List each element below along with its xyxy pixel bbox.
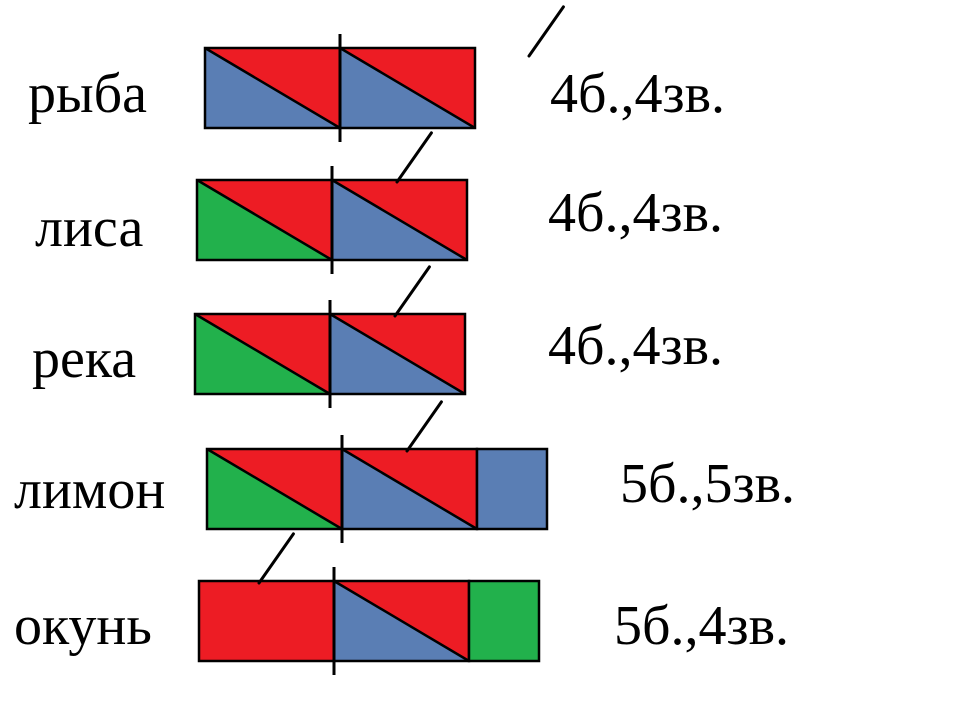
count-ryba: 4б.,4зв.	[550, 62, 725, 126]
cell-limon-2	[477, 449, 547, 529]
word-lisa: лиса	[35, 196, 143, 260]
stress-mark-limon	[407, 402, 441, 451]
stress-mark-ryba	[529, 7, 563, 56]
count-lisa: 4б.,4зв.	[548, 181, 723, 245]
word-ryba: рыба	[28, 62, 147, 126]
cell-okun-0	[199, 581, 334, 661]
scheme-svg-okun	[149, 531, 589, 711]
page-root: рыба 4б.,4зв. лиса 4б.,4зв. река 4б.,4зв. лимо…	[0, 0, 960, 720]
word-limon: лимон	[14, 458, 165, 522]
cell-okun-2	[469, 581, 539, 661]
stress-mark-okun	[259, 534, 293, 583]
stress-mark-reka	[395, 267, 429, 316]
count-reka: 4б.,4зв.	[548, 314, 723, 378]
count-okun: 5б.,4зв.	[614, 594, 789, 658]
count-limon: 5б.,5зв.	[620, 452, 795, 516]
word-okun: окунь	[14, 594, 152, 658]
stress-mark-lisa	[397, 133, 431, 182]
scheme-okun	[149, 531, 589, 716]
word-reka: река	[32, 327, 136, 391]
